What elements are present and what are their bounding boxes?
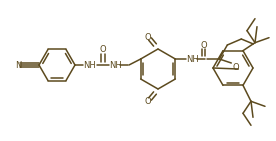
- Text: O: O: [200, 40, 207, 49]
- Text: NH: NH: [84, 61, 96, 70]
- Text: O: O: [145, 96, 151, 105]
- Text: N: N: [15, 60, 21, 70]
- Text: O: O: [232, 62, 239, 71]
- Text: NH: NH: [186, 56, 199, 64]
- Text: O: O: [100, 46, 106, 55]
- Text: O: O: [145, 32, 151, 41]
- Text: NH: NH: [109, 61, 121, 70]
